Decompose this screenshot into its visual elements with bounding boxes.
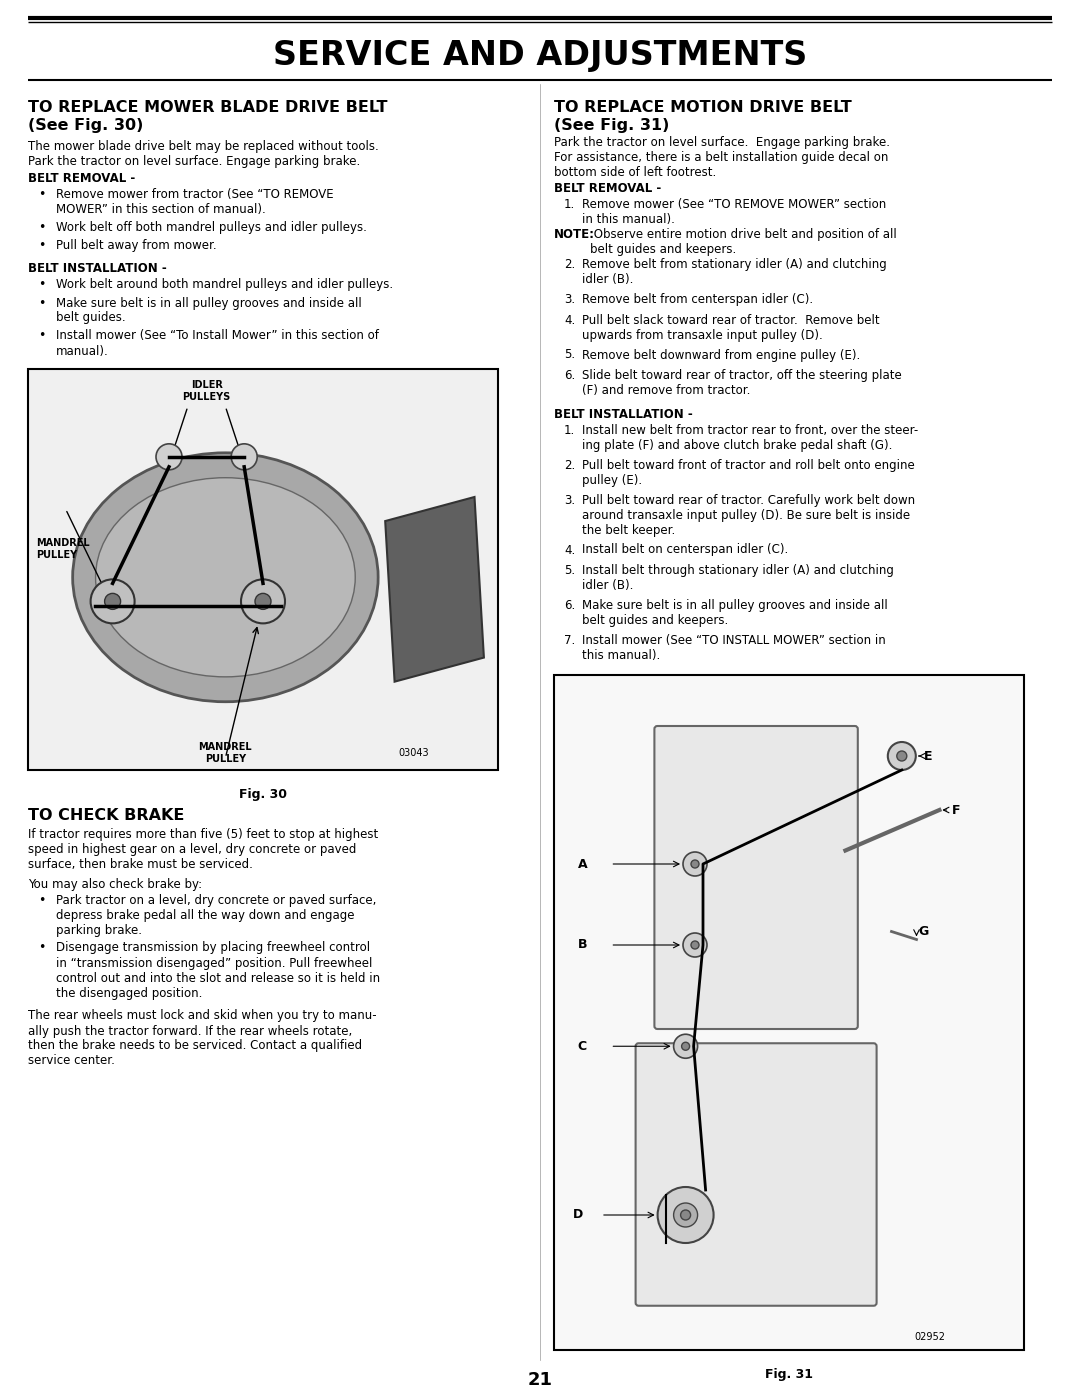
Text: 4.: 4. (564, 543, 576, 556)
Text: 7.: 7. (564, 634, 576, 647)
Text: 6.: 6. (564, 599, 576, 612)
Circle shape (680, 1210, 690, 1220)
Text: BELT INSTALLATION -: BELT INSTALLATION - (28, 263, 166, 275)
Circle shape (674, 1203, 698, 1227)
FancyBboxPatch shape (654, 726, 858, 1030)
Bar (28, 369, 498, 770)
Text: Pull belt slack toward rear of tractor.  Remove belt
upwards from transaxle inpu: Pull belt slack toward rear of tractor. … (582, 313, 879, 341)
Text: Install mower (See “To Install Mower” in this section of
manual).: Install mower (See “To Install Mower” in… (56, 330, 379, 358)
Text: Make sure belt is in all pulley grooves and inside all
belt guides.: Make sure belt is in all pulley grooves … (56, 296, 362, 324)
Text: 4.: 4. (564, 313, 576, 327)
Text: Fig. 31: Fig. 31 (765, 1368, 813, 1382)
FancyBboxPatch shape (636, 1044, 877, 1306)
Circle shape (91, 580, 135, 623)
Text: Slide belt toward rear of tractor, off the steering plate
(F) and remove from tr: Slide belt toward rear of tractor, off t… (582, 369, 902, 397)
Text: 2.: 2. (564, 258, 576, 271)
Text: Park the tractor on level surface.  Engage parking brake.
For assistance, there : Park the tractor on level surface. Engag… (554, 136, 890, 179)
Text: Remove mower (See “TO REMOVE MOWER” section
in this manual).: Remove mower (See “TO REMOVE MOWER” sect… (582, 198, 887, 226)
Bar (554, 675, 1024, 1350)
Text: 3.: 3. (564, 293, 576, 306)
Text: TO REPLACE MOTION DRIVE BELT: TO REPLACE MOTION DRIVE BELT (554, 101, 852, 115)
Text: IDLER
PULLEYS: IDLER PULLEYS (183, 380, 231, 402)
Text: TO REPLACE MOWER BLADE DRIVE BELT: TO REPLACE MOWER BLADE DRIVE BELT (28, 101, 388, 115)
Text: BELT REMOVAL -: BELT REMOVAL - (28, 172, 135, 184)
Text: Remove belt downward from engine pulley (E).: Remove belt downward from engine pulley … (582, 348, 861, 362)
Circle shape (674, 1034, 698, 1059)
Text: NOTE:: NOTE: (554, 228, 595, 242)
Text: •: • (38, 278, 45, 291)
Text: Work belt around both mandrel pulleys and idler pulleys.: Work belt around both mandrel pulleys an… (56, 278, 393, 291)
Text: (See Fig. 31): (See Fig. 31) (554, 117, 670, 133)
Text: Park tractor on a level, dry concrete or paved surface,
depress brake pedal all : Park tractor on a level, dry concrete or… (56, 894, 376, 937)
Text: Work belt off both mandrel pulleys and idler pulleys.: Work belt off both mandrel pulleys and i… (56, 221, 367, 235)
Text: Remove belt from centerspan idler (C).: Remove belt from centerspan idler (C). (582, 293, 813, 306)
Text: •: • (38, 239, 45, 253)
Text: •: • (38, 296, 45, 310)
Text: •: • (38, 942, 45, 954)
Polygon shape (386, 497, 484, 682)
Circle shape (231, 444, 257, 469)
Text: BELT INSTALLATION -: BELT INSTALLATION - (554, 408, 692, 420)
Text: 2.: 2. (564, 460, 576, 472)
Text: 1.: 1. (564, 425, 576, 437)
Circle shape (156, 444, 183, 469)
Text: Remove belt from stationary idler (A) and clutching
idler (B).: Remove belt from stationary idler (A) an… (582, 258, 887, 286)
Text: Disengage transmission by placing freewheel control
in “transmission disengaged”: Disengage transmission by placing freewh… (56, 942, 380, 999)
Circle shape (255, 594, 271, 609)
Text: Install belt through stationary idler (A) and clutching
idler (B).: Install belt through stationary idler (A… (582, 564, 894, 592)
Text: Pull belt toward front of tractor and roll belt onto engine
pulley (E).: Pull belt toward front of tractor and ro… (582, 460, 915, 488)
Text: Observe entire motion drive belt and position of all
belt guides and keepers.: Observe entire motion drive belt and pos… (590, 228, 896, 256)
Text: D: D (572, 1208, 583, 1221)
Text: 5.: 5. (564, 564, 576, 577)
Text: The mower blade drive belt may be replaced without tools.
Park the tractor on le: The mower blade drive belt may be replac… (28, 140, 379, 168)
Text: MANDREL
PULLEY: MANDREL PULLEY (36, 538, 90, 560)
Text: Install new belt from tractor rear to front, over the steer-
ing plate (F) and a: Install new belt from tractor rear to fr… (582, 425, 918, 453)
Text: •: • (38, 330, 45, 342)
Text: The rear wheels must lock and skid when you try to manu-
ally push the tractor f: The rear wheels must lock and skid when … (28, 1010, 377, 1067)
Text: Remove mower from tractor (See “TO REMOVE
MOWER” in this section of manual).: Remove mower from tractor (See “TO REMOV… (56, 189, 334, 217)
Text: (See Fig. 30): (See Fig. 30) (28, 117, 144, 133)
Text: 3.: 3. (564, 495, 576, 507)
Text: B: B (578, 939, 588, 951)
Text: 03043: 03043 (399, 747, 429, 759)
Text: G: G (918, 925, 929, 937)
Circle shape (683, 933, 707, 957)
Text: You may also check brake by:: You may also check brake by: (28, 877, 202, 891)
Circle shape (658, 1187, 714, 1243)
Circle shape (241, 580, 285, 623)
Text: 21: 21 (527, 1370, 553, 1389)
Circle shape (691, 942, 699, 949)
Text: Install belt on centerspan idler (C).: Install belt on centerspan idler (C). (582, 543, 788, 556)
Text: •: • (38, 894, 45, 907)
Text: Make sure belt is in all pulley grooves and inside all
belt guides and keepers.: Make sure belt is in all pulley grooves … (582, 599, 888, 627)
Text: E: E (923, 750, 932, 763)
Circle shape (691, 861, 699, 868)
Circle shape (896, 752, 907, 761)
Text: Fig. 30: Fig. 30 (239, 788, 287, 800)
Text: 6.: 6. (564, 369, 576, 381)
Text: MANDREL
PULLEY: MANDREL PULLEY (199, 742, 253, 764)
Text: C: C (578, 1039, 586, 1053)
Circle shape (683, 852, 707, 876)
Text: SERVICE AND ADJUSTMENTS: SERVICE AND ADJUSTMENTS (273, 39, 807, 71)
Circle shape (681, 1042, 690, 1051)
Text: A: A (578, 858, 588, 870)
Text: Pull belt toward rear of tractor. Carefully work belt down
around transaxle inpu: Pull belt toward rear of tractor. Carefu… (582, 495, 915, 536)
Text: 5.: 5. (564, 348, 576, 362)
Circle shape (105, 594, 121, 609)
Text: BELT REMOVAL -: BELT REMOVAL - (554, 182, 661, 196)
Text: If tractor requires more than five (5) feet to stop at highest
speed in highest : If tractor requires more than five (5) f… (28, 828, 378, 870)
Text: •: • (38, 221, 45, 235)
Text: F: F (951, 803, 960, 816)
Text: Install mower (See “TO INSTALL MOWER” section in
this manual).: Install mower (See “TO INSTALL MOWER” se… (582, 634, 886, 662)
Text: Pull belt away from mower.: Pull belt away from mower. (56, 239, 217, 253)
Ellipse shape (72, 453, 378, 701)
Text: •: • (38, 189, 45, 201)
Ellipse shape (95, 478, 355, 678)
Text: TO CHECK BRAKE: TO CHECK BRAKE (28, 807, 185, 823)
Circle shape (888, 742, 916, 770)
Text: 02952: 02952 (915, 1331, 945, 1343)
Text: 1.: 1. (564, 198, 576, 211)
